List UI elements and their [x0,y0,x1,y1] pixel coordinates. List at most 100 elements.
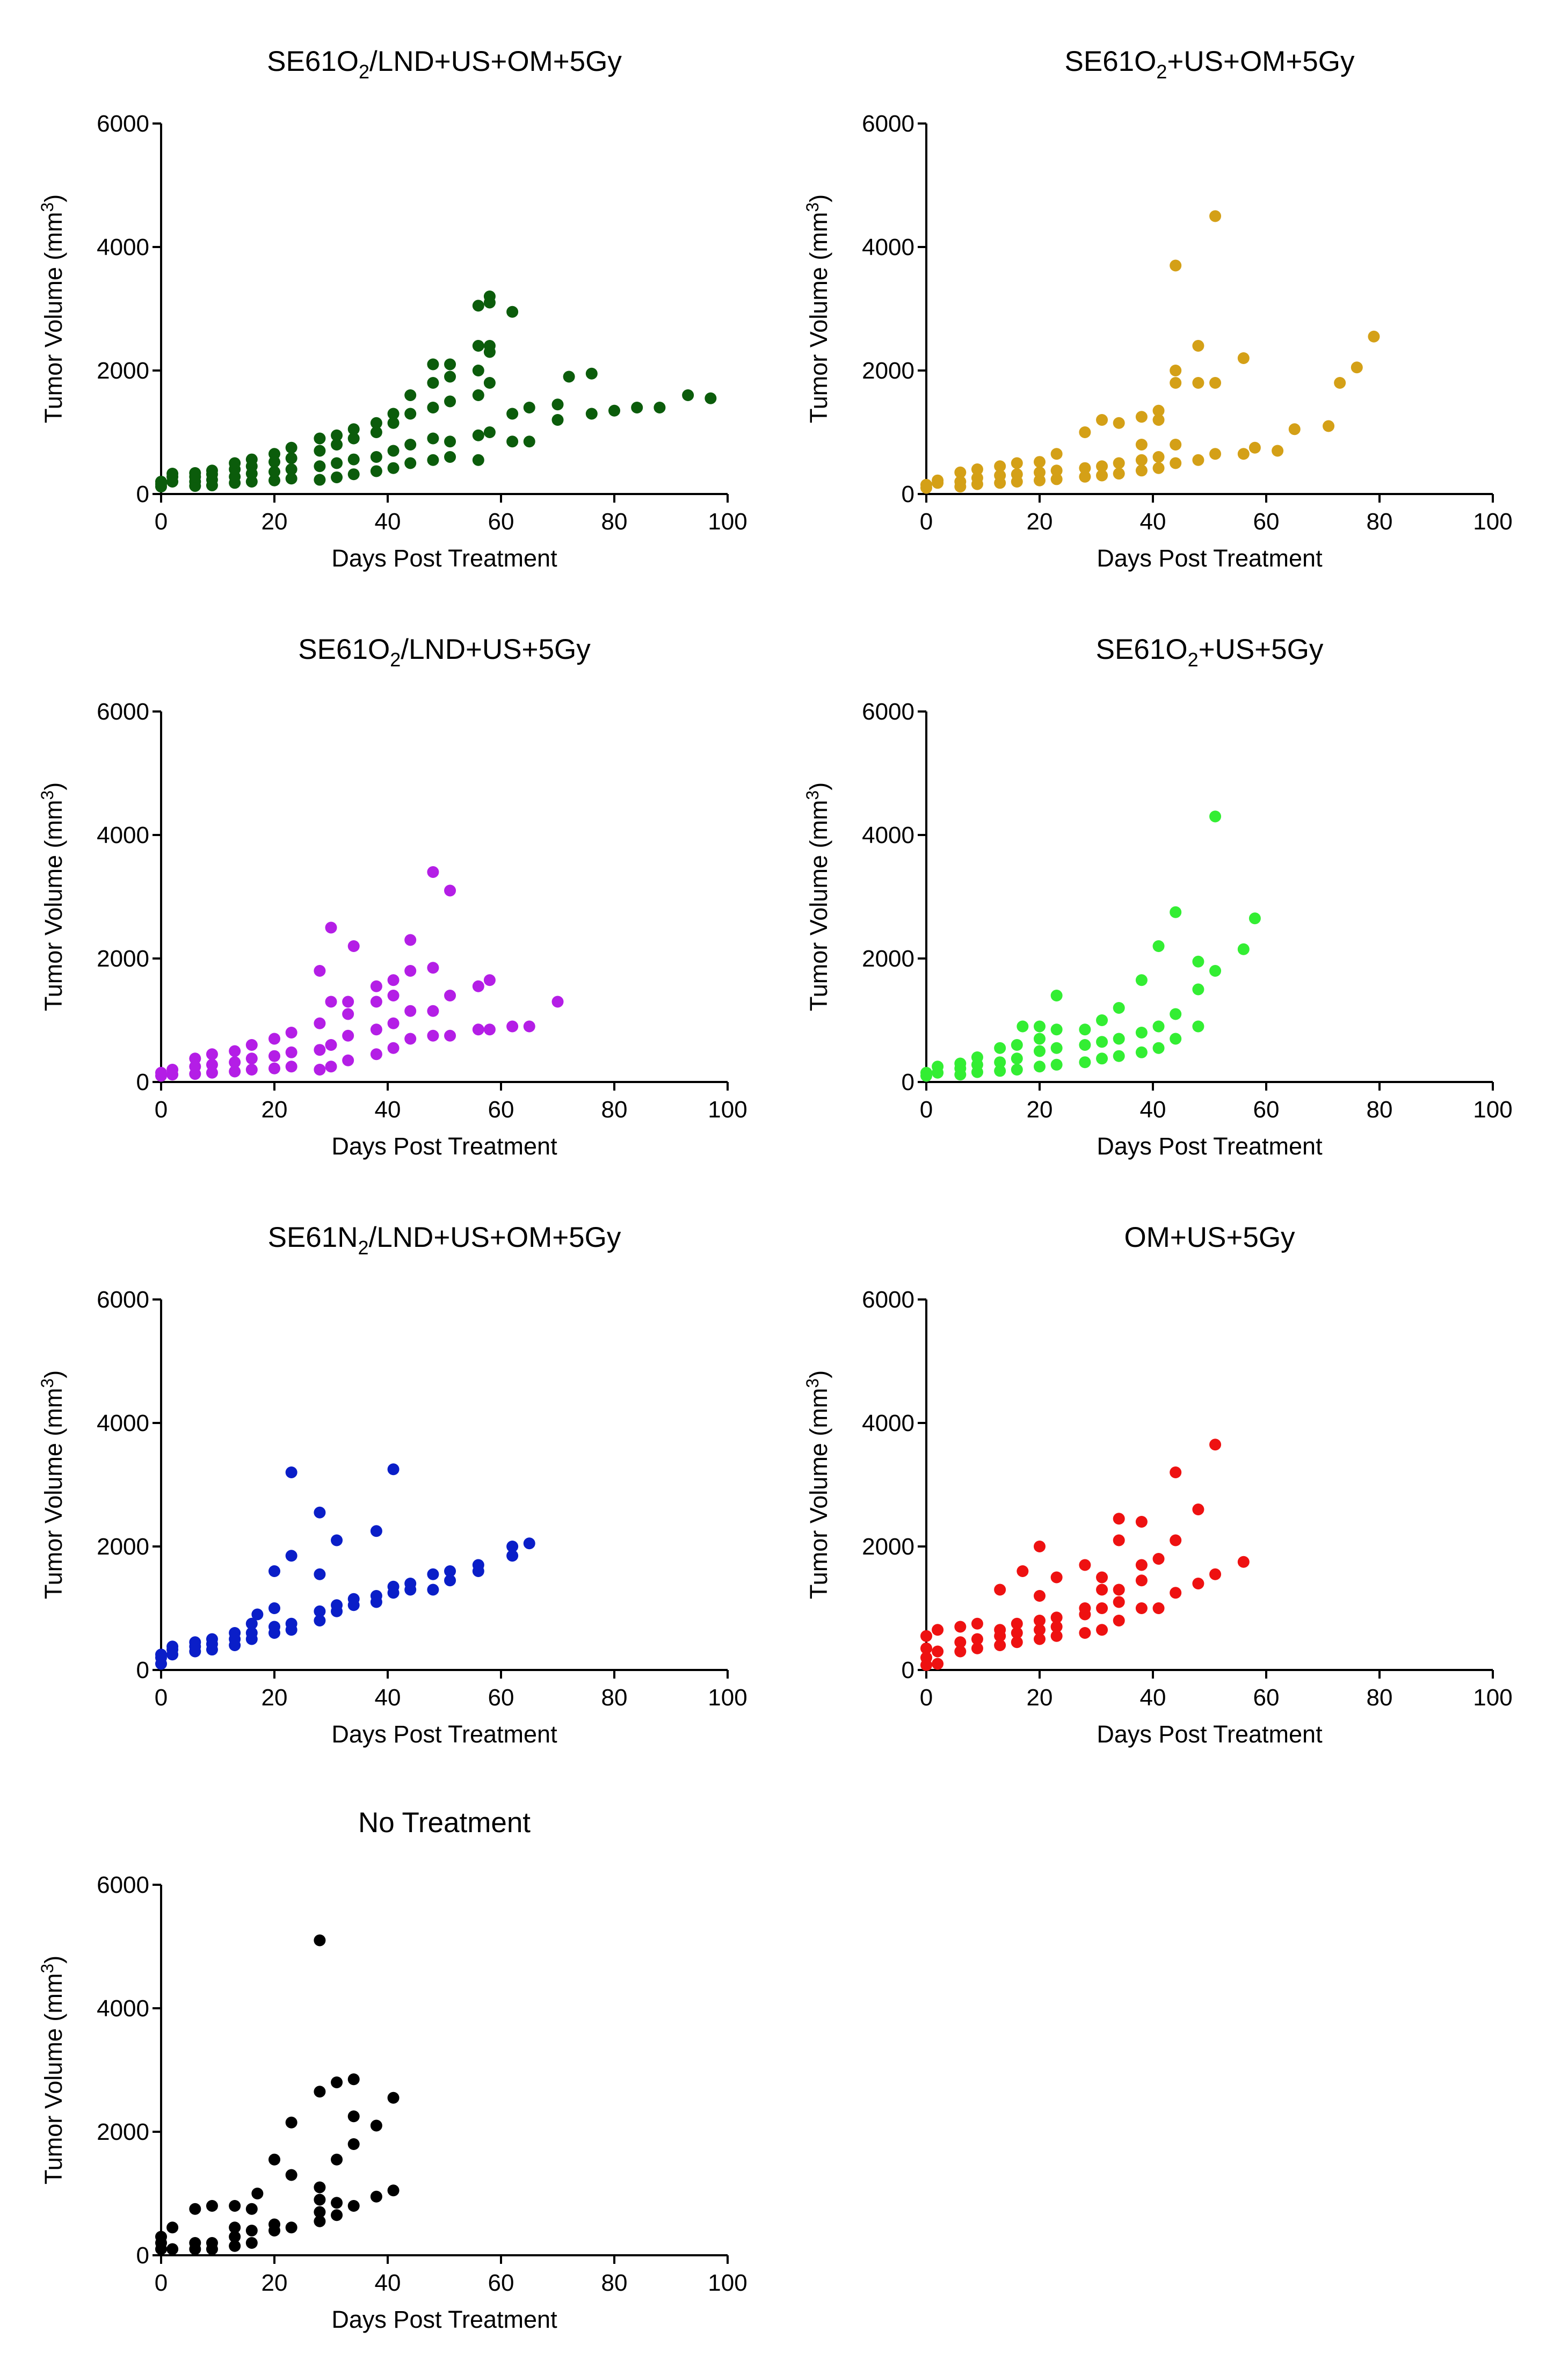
data-points [155,291,717,493]
data-point [1050,990,1063,1001]
data-point [1170,457,1182,469]
x-axis-label: Days Post Treatment [1097,544,1323,572]
x-tick-label: 40 [375,2270,401,2296]
data-point [370,980,382,992]
data-point [506,1020,519,1033]
data-point [1135,1046,1148,1058]
data-points [155,866,564,1082]
data-point [1011,457,1023,469]
data-point [563,371,575,383]
data-point [229,1065,241,1078]
data-point [268,1565,280,1577]
data-point [1011,1636,1023,1648]
data-point [1135,1559,1148,1571]
chart-title: SE61O2+US+OM+5Gy [1065,46,1355,83]
data-point [1017,1020,1029,1033]
data-point [331,471,343,483]
data-point [155,1648,167,1661]
x-tick-label: 40 [1140,509,1166,535]
data-point [285,1550,297,1562]
y-tick-label: 2000 [97,2119,149,2145]
data-point [1135,439,1148,451]
data-point [268,2218,280,2231]
data-point [1011,1064,1023,1076]
data-point [551,398,564,411]
data-point [370,451,382,463]
x-axis-label: Days Post Treatment [331,544,557,572]
data-point [1034,1541,1046,1552]
data-point [347,2138,360,2150]
y-axis-label: Tumor Volume (mm3) [803,782,832,1011]
data-point [1113,1513,1125,1525]
chart-title: SE61O2/LND+US+5Gy [298,634,591,671]
data-point [325,1039,337,1051]
data-point [206,1058,218,1071]
data-point [347,423,360,435]
chart-title: No Treatment [358,1807,531,1839]
data-point [1096,1584,1108,1596]
data-point [342,1029,354,1042]
data-point [1170,1534,1182,1546]
data-point [1248,441,1261,454]
data-point [971,472,983,484]
data-points [920,810,1261,1082]
data-point [427,866,439,878]
data-point [1050,473,1063,485]
data-point [285,1617,297,1630]
data-point [285,2116,297,2129]
data-point [1152,940,1165,952]
data-point [166,1064,179,1076]
data-point [1135,1027,1148,1038]
data-point [314,445,326,457]
data-point [1034,1033,1046,1045]
data-point [370,465,382,477]
data-point [1170,1587,1182,1599]
data-point [1288,423,1301,435]
y-tick-label: 4000 [97,1995,149,2022]
data-point [1079,462,1091,474]
data-point [1096,1571,1108,1584]
data-point [994,1056,1006,1069]
data-point [920,1652,932,1664]
data-point [1209,810,1222,823]
data-point [994,1584,1006,1596]
data-point [189,1052,201,1065]
data-point [1096,1624,1108,1636]
data-point [483,426,496,438]
y-tick-label: 2000 [862,946,914,972]
data-point [1192,377,1204,389]
data-point [472,365,484,376]
x-tick-label: 40 [1140,1684,1166,1711]
data-point [245,1039,258,1051]
data-point [347,1593,360,1605]
data-point [347,432,360,445]
data-point [483,340,496,352]
x-tick-label: 40 [1140,1096,1166,1123]
data-point [1237,352,1250,364]
data-point [1334,377,1346,389]
data-point [387,974,400,986]
data-point [285,1061,297,1073]
y-tick-label: 0 [136,1069,149,1095]
y-tick-label: 6000 [862,699,914,725]
data-point [251,1608,264,1621]
data-point [1170,1033,1182,1045]
data-point [370,996,382,1008]
data-point [1135,1574,1148,1587]
data-point [404,1033,417,1045]
data-point [1170,1466,1182,1478]
data-point [268,474,280,486]
data-point [342,996,354,1008]
data-point [427,1029,439,1042]
data-point [1050,1023,1063,1036]
data-point [331,1534,343,1546]
data-point [1170,906,1182,918]
data-point [1152,414,1165,426]
data-point [971,1051,983,1063]
data-point [1152,1020,1165,1033]
y-tick-label: 0 [136,2242,149,2269]
panel-7: No Treatment 0 2000 4000 6000 0 20 40 60 80 100 Day… [38,1807,747,2333]
data-point [1152,462,1165,474]
data-point [932,1061,944,1073]
data-point [285,441,297,454]
